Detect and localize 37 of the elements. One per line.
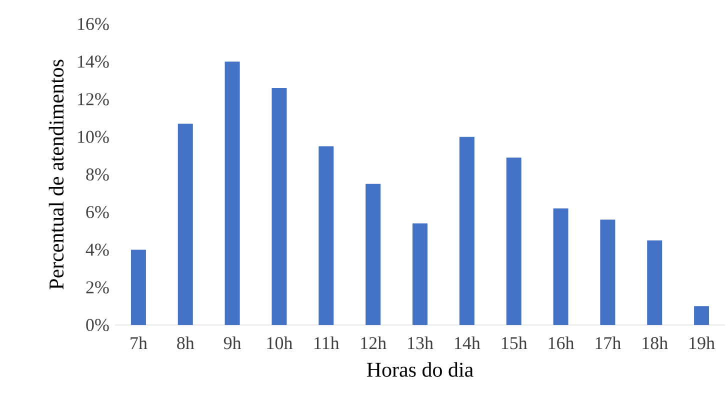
x-tick-label: 9h [224,336,242,350]
bar [553,208,568,325]
y-tick-label: 8% [86,168,109,181]
y-tick-label: 2% [86,281,109,294]
bar [224,62,240,325]
x-tick-label: 14h [455,336,480,350]
y-axis-title: Percentual de atendimentos [48,60,64,290]
bar [647,240,662,325]
bar [272,88,287,325]
y-tick-label: 16% [78,18,109,30]
y-tick-label: 0% [86,318,109,332]
x-tick-label: 19h [690,336,715,350]
x-tick-label: 8h [177,336,194,350]
bar [694,306,710,325]
y-tick-label: 14% [78,56,109,68]
bar [178,124,193,325]
x-tick-label: 17h [596,336,621,350]
x-axis-title: Horas do dia [366,362,474,377]
bar [366,184,381,325]
bar [130,250,146,325]
x-tick-label: 16h [548,336,574,350]
bar [318,146,334,325]
bar [600,220,616,325]
x-tick-label: 7h [130,336,148,350]
y-tick-label: 10% [78,130,109,143]
bar [459,136,474,325]
bar [412,223,428,325]
x-tick-label: 13h [408,336,434,350]
x-tick-label: 18h [642,336,668,350]
x-tick-label: 11h [314,336,340,350]
bar [506,158,522,325]
y-tick-label: 12% [78,93,109,106]
x-tick-label: 15h [502,336,528,350]
y-tick-label: 4% [86,244,109,256]
y-tick-label: 6% [86,206,109,218]
x-tick-label: 10h [267,336,292,350]
x-tick-label: 12h [361,336,386,350]
